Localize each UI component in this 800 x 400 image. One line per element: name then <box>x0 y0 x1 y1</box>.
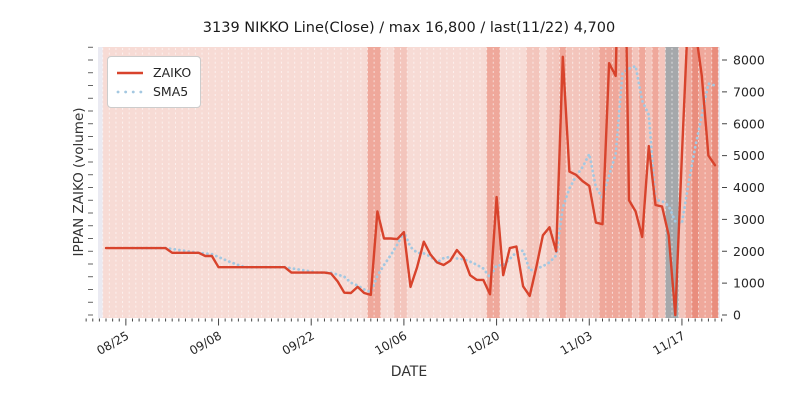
heat-band <box>658 47 666 318</box>
sma5-dots-sample-icon <box>116 90 144 93</box>
x-axis-label: DATE <box>390 364 428 380</box>
heat-band <box>691 47 699 318</box>
x-tick-label: 11/17 <box>650 328 687 357</box>
heat-band <box>685 47 692 318</box>
x-tick-label: 09/22 <box>280 328 317 357</box>
y-tick-label: 0 <box>733 308 741 323</box>
heat-band <box>652 47 659 318</box>
y-tick-label: 4000 <box>733 180 765 195</box>
y-tick-label: 2000 <box>733 244 765 259</box>
y-tick-label: 7000 <box>733 84 765 99</box>
y-ticks: 0 1000 2000 3000 4000 5000 6000 7000 8000 <box>722 53 765 323</box>
legend-label-sma5: SMA5 <box>153 84 189 99</box>
y-axis-label: IPPAN ZAIKO (volume) <box>71 107 87 257</box>
zaiko-line <box>104 47 717 317</box>
x-tick-label: 10/20 <box>465 328 502 357</box>
x-tick-label: 10/06 <box>372 328 409 357</box>
legend-item-sma5: SMA5 <box>116 82 192 101</box>
y-tick-label: 1000 <box>733 276 765 291</box>
heat-band <box>645 47 653 318</box>
x-tick-label: 08/25 <box>94 328 131 357</box>
legend-item-zaiko: ZAIKO <box>116 63 192 82</box>
y-tick-label: 6000 <box>733 116 765 131</box>
series-layer <box>104 47 717 317</box>
heat-band <box>632 47 639 318</box>
legend-label-zaiko: ZAIKO <box>153 65 192 80</box>
heat-band <box>566 47 573 318</box>
legend: ZAIKO SMA5 <box>107 56 201 108</box>
zaiko-line-sample-icon <box>117 71 143 74</box>
heat-band <box>711 47 719 318</box>
x-ticks <box>85 318 723 326</box>
y-tick-label: 8000 <box>733 53 765 68</box>
x-tick-label: 09/08 <box>187 328 224 357</box>
heat-band <box>638 47 646 318</box>
x-tick-labels: 08/25 09/08 09/22 10/06 10/20 11/03 11/17 <box>94 328 687 357</box>
y-tick-label: 3000 <box>733 212 765 227</box>
y-minor-ticks <box>88 46 93 316</box>
sma5-line <box>131 64 717 294</box>
y-tick-label: 5000 <box>733 148 765 163</box>
chart-title: 3139 NIKKO Line(Close) / max 16,800 / la… <box>202 20 616 36</box>
x-tick-label: 11/03 <box>558 328 595 357</box>
heat-band <box>559 47 567 318</box>
